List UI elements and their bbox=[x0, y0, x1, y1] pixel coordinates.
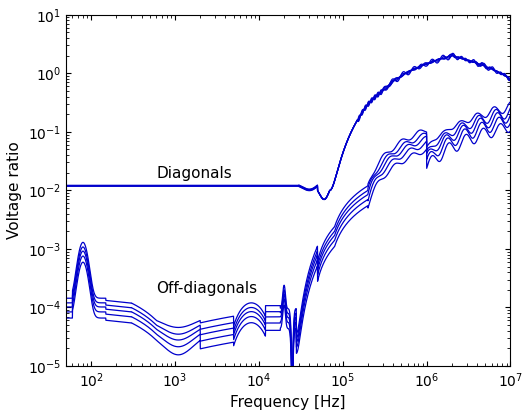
Y-axis label: Voltage ratio: Voltage ratio bbox=[7, 141, 22, 239]
Text: Diagonals: Diagonals bbox=[156, 166, 232, 181]
X-axis label: Frequency [Hz]: Frequency [Hz] bbox=[231, 395, 346, 410]
Text: Off-diagonals: Off-diagonals bbox=[156, 281, 258, 296]
